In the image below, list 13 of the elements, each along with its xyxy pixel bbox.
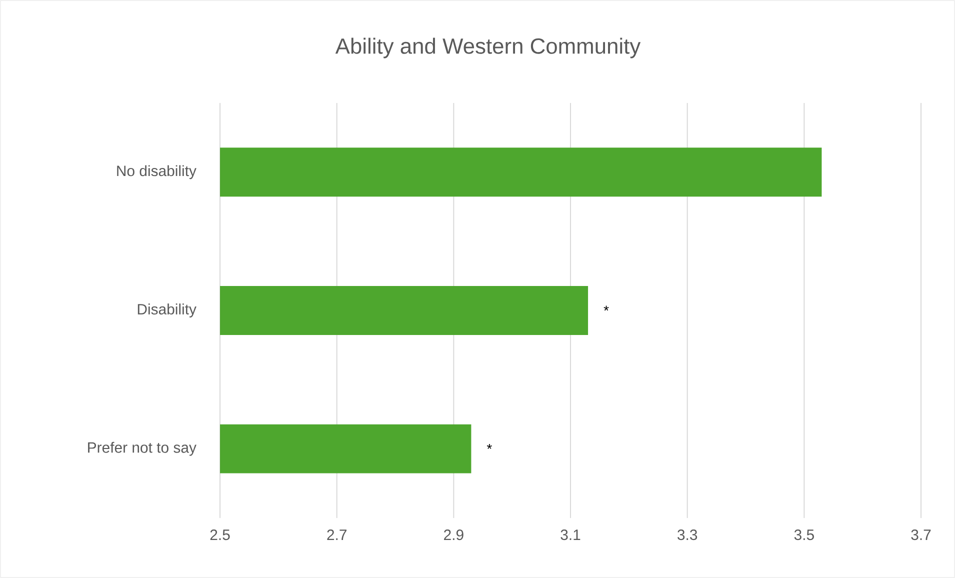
y-tick-label: Prefer not to say xyxy=(88,442,196,456)
x-tick-label: 3.5 xyxy=(794,530,814,540)
x-tick-label: 2.9 xyxy=(444,530,464,540)
x-tick-label: 2.7 xyxy=(327,530,346,540)
x-tick-label: 3.1 xyxy=(560,530,580,540)
chart-title: Ability and Western Community xyxy=(335,38,641,58)
annotation: * xyxy=(486,444,492,449)
x-tick-label: 3.3 xyxy=(678,530,698,540)
x-tick-label: 3.7 xyxy=(911,530,931,540)
y-tick-label: No disability xyxy=(117,165,196,180)
x-tick-label: 2.5 xyxy=(210,530,230,540)
annotation: * xyxy=(604,306,609,311)
y-tick-label: Disability xyxy=(138,304,196,318)
